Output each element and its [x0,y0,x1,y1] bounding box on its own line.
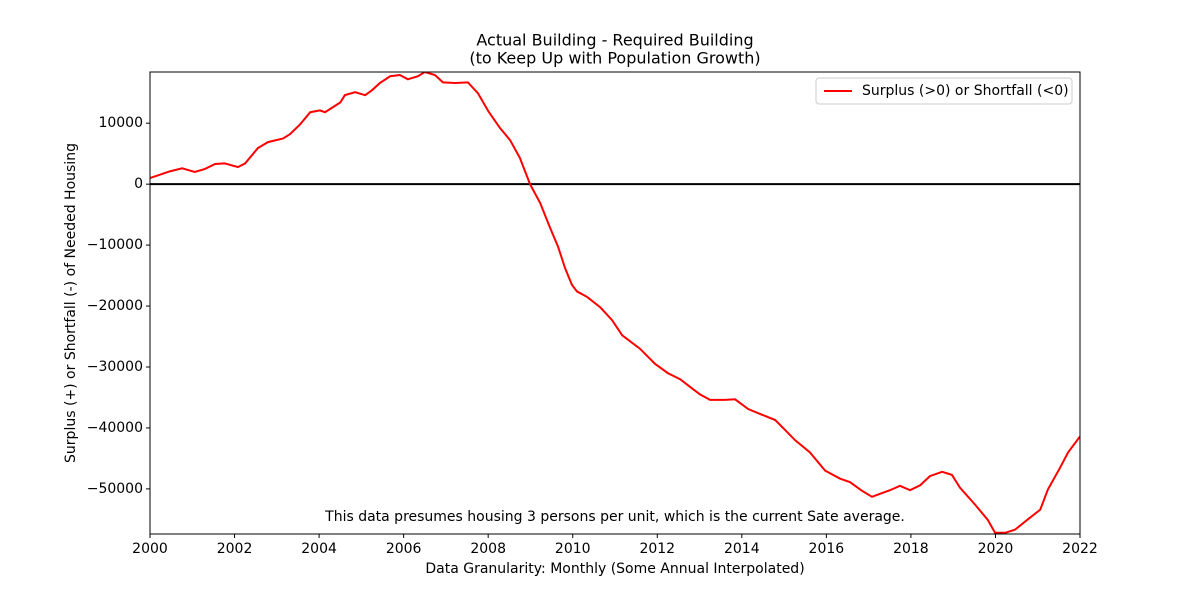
y-tick-label: −20000 [87,298,143,314]
y-tick-label: −10000 [87,237,143,253]
x-tick-label: 2012 [639,541,675,557]
x-tick-label: 2014 [724,541,760,557]
legend-label: Surplus (>0) or Shortfall (<0) [862,83,1069,99]
x-tick-label: 2008 [470,541,506,557]
x-tick-label: 2018 [893,541,929,557]
chart-subtitle: (to Keep Up with Population Growth) [469,49,760,68]
x-tick-label: 2020 [978,541,1014,557]
x-tick-label: 2016 [809,541,845,557]
x-tick-label: 2004 [301,541,337,557]
y-tick-label: 10000 [98,115,143,131]
chart-title: Actual Building - Required Building [476,31,753,50]
x-tick-label: 2010 [555,541,591,557]
x-tick-label: 2002 [217,541,253,557]
x-tick-label: 2006 [386,541,422,557]
y-tick-label: −50000 [87,481,143,497]
x-axis-label: Data Granularity: Monthly (Some Annual I… [425,561,804,577]
y-tick-label: 0 [134,176,143,192]
y-tick-label: −40000 [87,420,143,436]
x-tick-label: 2022 [1062,541,1098,557]
plot-frame [149,71,1081,535]
x-tick-label: 2000 [132,541,168,557]
annotation: This data presumes housing 3 persons per… [324,509,905,525]
legend-box [815,77,1073,105]
data-line [150,72,1080,534]
y-tick-label: −30000 [87,359,143,375]
y-axis-label: Surplus (+) or Shortfall (-) of Needed H… [63,143,79,463]
